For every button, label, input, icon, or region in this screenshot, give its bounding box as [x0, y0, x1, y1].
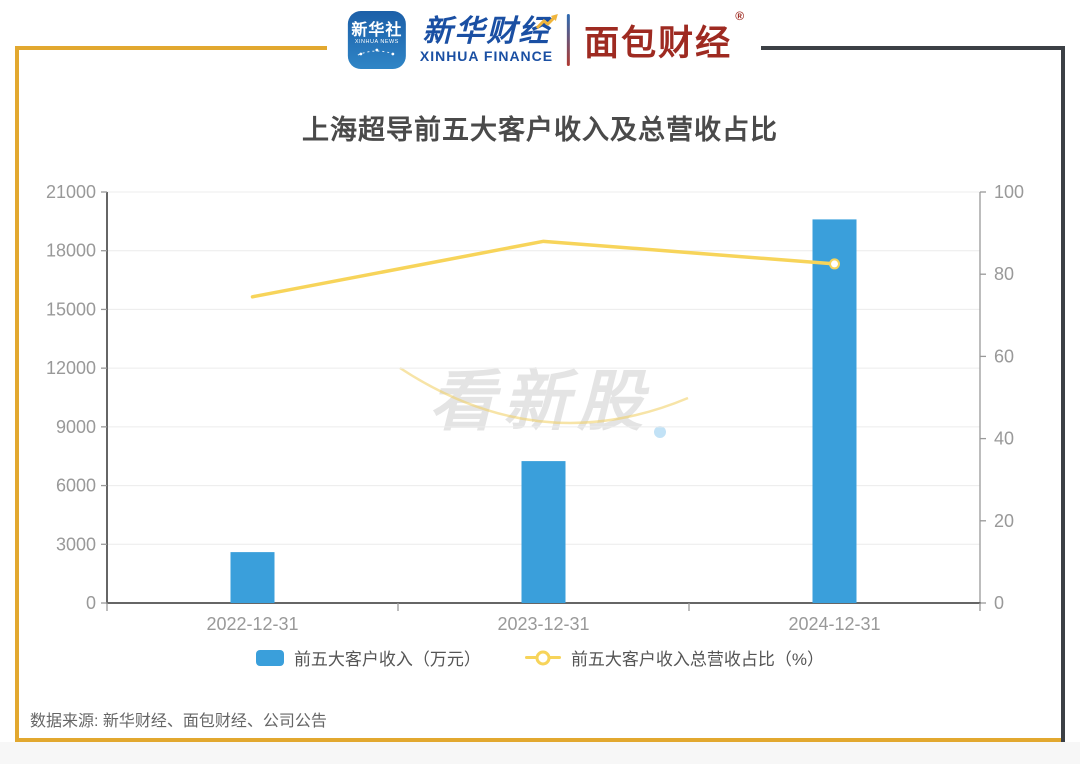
legend-item-line: 前五大客户收入总营收占比（%）	[524, 645, 825, 670]
left-axis-label: 15000	[46, 299, 96, 319]
gold-arrow-icon	[536, 13, 559, 29]
chart-title: 上海超导前五大客户收入及总营收占比	[302, 115, 778, 145]
ratio-line	[250, 239, 837, 299]
left-axis-label: 12000	[46, 358, 96, 378]
right-axis-label: 40	[994, 429, 1014, 449]
x-axis-label: 2024-12-31	[788, 614, 880, 634]
line-end-marker	[829, 258, 840, 270]
left-axis-label: 3000	[56, 534, 96, 554]
left-axis-label: 9000	[56, 417, 96, 437]
frame-border-bottom	[15, 738, 1065, 742]
logo-divider	[567, 14, 571, 66]
chart-legend: 前五大客户收入（万元） 前五大客户收入总营收占比（%）	[0, 645, 1080, 670]
bar-legend-label: 前五大客户收入（万元）	[293, 650, 481, 669]
network-globe-icon	[357, 48, 397, 56]
bar-legend-swatch	[255, 649, 284, 666]
x-axis-label: 2022-12-31	[206, 614, 298, 634]
registered-mark: ®	[735, 8, 747, 23]
right-axis-label: 100	[994, 182, 1024, 202]
bar-2022-12-31	[230, 552, 275, 603]
line-legend-swatch	[524, 650, 561, 666]
right-axis-label: 80	[994, 264, 1014, 284]
bread-finance-cn: 面包财经	[584, 23, 733, 63]
left-axis-label: 0	[86, 593, 96, 613]
frame-border-right	[1061, 46, 1065, 742]
x-axis-label: 2023-12-31	[497, 614, 589, 634]
frame-border-top-left	[15, 46, 327, 50]
header-logos: 新华社 XINHUA NEWS 新华财经 XINHUA FINANCE 面包财经…	[331, 6, 749, 74]
chart-canvas: 0 3000 6000 9000 12000 15000 18000 21000 0 20 40 60…	[46, 182, 1024, 634]
bread-finance-logo: 面包财经 ®	[584, 9, 744, 66]
legend-item-bar: 前五大客户收入（万元）	[255, 645, 481, 670]
frame-border-top-right	[761, 46, 1065, 50]
xinhua-finance-cn: 新华财经	[422, 14, 551, 48]
xinhua-finance-logo: 新华财经 XINHUA FINANCE	[419, 13, 559, 65]
bar-2024-12-31	[812, 219, 857, 603]
right-axis-label: 0	[994, 593, 1004, 613]
data-source-note: 数据来源: 新华财经、面包财经、公司公告	[30, 713, 327, 730]
left-axis-label: 6000	[56, 476, 96, 496]
xinhua-news-app-icon: 新华社 XINHUA NEWS	[347, 11, 406, 69]
frame-border-left	[15, 46, 19, 742]
line-legend-label: 前五大客户收入总营收占比（%）	[570, 650, 825, 669]
left-axis-label: 21000	[46, 182, 96, 202]
page-background-strip	[0, 742, 1080, 764]
right-axis-label: 20	[994, 511, 1014, 531]
left-axis-label: 18000	[46, 241, 96, 261]
xinhua-news-icon-subtitle: XINHUA NEWS	[354, 39, 399, 45]
bar-2023-12-31	[521, 461, 566, 603]
right-axis-label: 60	[994, 346, 1014, 366]
xinhua-finance-en: XINHUA FINANCE	[419, 47, 554, 64]
xinhua-news-icon-title: 新华社	[351, 22, 403, 39]
